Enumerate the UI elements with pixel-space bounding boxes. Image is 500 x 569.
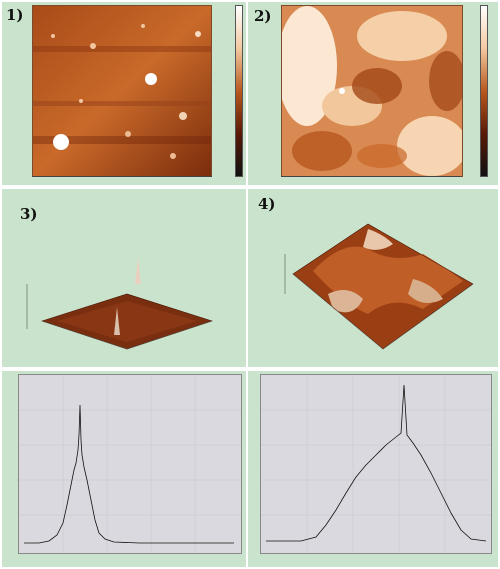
panel-label-1: 1) — [6, 6, 24, 24]
panel-5: 5) — [2, 371, 246, 567]
afm-3d-surface-3 — [26, 257, 213, 350]
panel-1: 1) — [2, 2, 246, 185]
panel-6: 6) — [248, 371, 498, 567]
afm-height-map-1 — [32, 5, 212, 177]
afm-height-map-2 — [281, 5, 463, 177]
x-axis-ticks-1 — [32, 176, 212, 183]
panel-label-4: 4) — [258, 195, 276, 213]
color-scale-1 — [235, 5, 243, 177]
afm-3d-surface-4 — [284, 223, 474, 350]
x-axis-ticks-2 — [281, 176, 461, 183]
panel-3: 3) — [2, 189, 246, 367]
panel-label-2: 2) — [254, 7, 272, 25]
color-scale-2 — [480, 5, 488, 177]
panel-4: 4) — [248, 189, 498, 367]
histogram-6 — [260, 374, 492, 554]
panel-label-3: 3) — [20, 205, 38, 223]
panel-2: 2) — [248, 2, 498, 185]
histogram-5 — [18, 374, 242, 554]
